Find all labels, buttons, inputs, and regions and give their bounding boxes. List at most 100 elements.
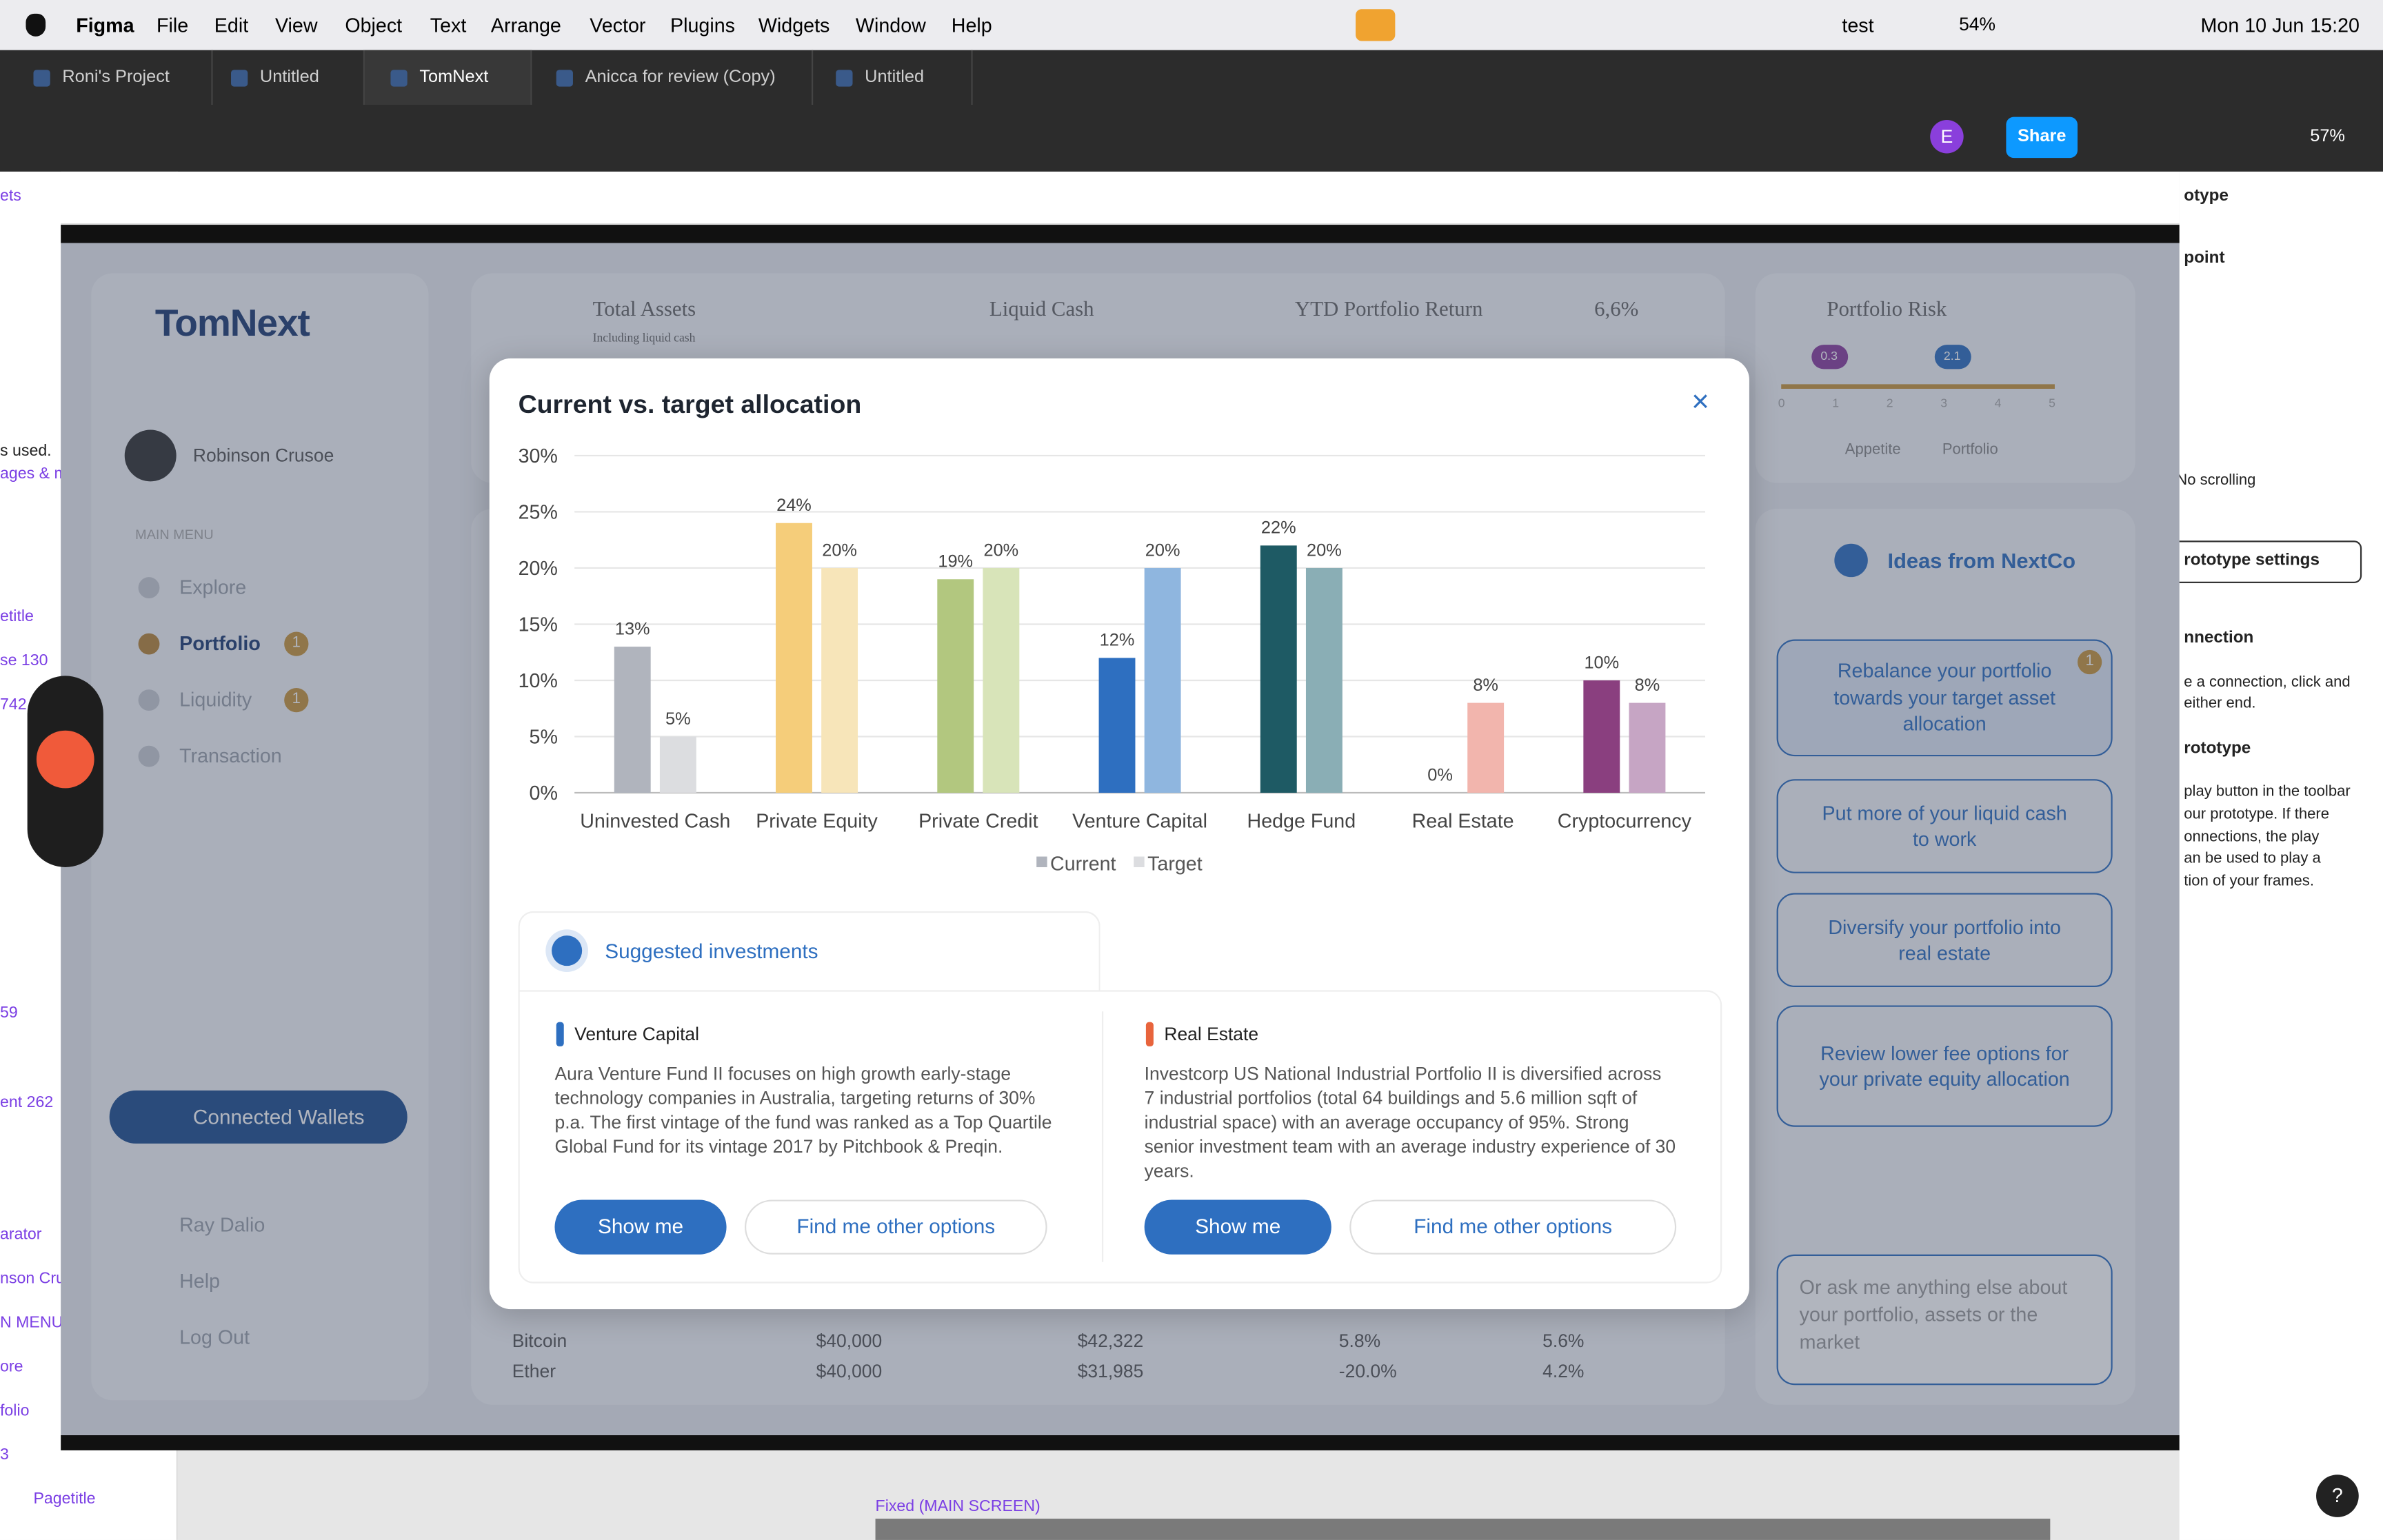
avatar[interactable]: E — [1930, 120, 1964, 154]
tab-title[interactable]: Untitled — [865, 68, 925, 87]
menu-item[interactable]: Plugins — [670, 13, 735, 37]
badge: 1 — [284, 688, 309, 713]
investment-description: Aura Venture Fund II focuses on high gro… — [554, 1063, 1052, 1157]
strip-bottom — [61, 1435, 2180, 1450]
badge: 1 — [284, 631, 309, 656]
menu-item[interactable]: File — [157, 13, 189, 37]
tab[interactable] — [213, 50, 365, 105]
risk-tick: 0 — [1778, 396, 1785, 410]
chart: 0% 5% 10% 15% 20% 25% 30% Uninvested Cash 13% 5% P… — [519, 445, 1706, 875]
bar — [1629, 702, 1666, 793]
idea-card[interactable]: Diversify your portfolio into real estat… — [1776, 893, 2113, 988]
show-me-button[interactable]: Show me — [1144, 1199, 1331, 1255]
battery: 54% — [1959, 13, 1996, 35]
close-button[interactable]: × — [1691, 385, 1709, 420]
panel-text: e a connection, click and — [2184, 674, 2351, 691]
panel-text: point — [2184, 249, 2225, 267]
tab-title[interactable]: TomNext — [419, 68, 489, 87]
tab-title[interactable]: Untitled — [259, 68, 319, 87]
x-tick-label: Real Estate — [1412, 811, 1514, 833]
layer-text: etitle — [0, 607, 34, 626]
panel-text: our prototype. If there — [2184, 806, 2330, 824]
settings-box[interactable] — [2170, 540, 2362, 583]
layer-text: 59 — [0, 1004, 18, 1022]
x-tick-label: Hedge Fund — [1247, 811, 1356, 833]
menu-item[interactable]: Edit — [214, 13, 249, 37]
bar — [1098, 658, 1136, 793]
x-tick-label: Cryptocurrency — [1558, 811, 1692, 833]
share-button[interactable]: Share — [2006, 116, 2078, 159]
idea-card[interactable]: Put more of your liquid cash to work — [1776, 779, 2113, 873]
bar — [614, 647, 651, 793]
tab-icon — [390, 70, 408, 87]
tab-title[interactable]: Anicca for review (Copy) — [585, 68, 776, 87]
ideas-title: Ideas from NextCo — [1887, 548, 2076, 573]
risk-tick: 2 — [1886, 396, 1893, 410]
wallets-button[interactable]: Connected Wallets — [109, 1090, 408, 1144]
idea-text: Rebalance your portfolio towards your ta… — [1833, 659, 2056, 736]
tab-icon — [556, 70, 573, 87]
tab[interactable] — [813, 50, 973, 105]
suggested-title: Suggested investments — [605, 940, 818, 963]
show-me-button[interactable]: Show me — [554, 1199, 727, 1255]
menu-item[interactable]: Help — [951, 13, 992, 37]
footer-link[interactable]: Log Out — [179, 1326, 250, 1349]
value-label: 22% — [1261, 518, 1296, 538]
tab-title[interactable]: Roni's Project — [62, 68, 170, 87]
footer-link[interactable]: Help — [179, 1269, 221, 1293]
menu-item[interactable]: Object — [345, 13, 403, 37]
menu-item[interactable]: Window — [855, 13, 926, 37]
investment-description: Investcorp US National Industrial Portfo… — [1144, 1063, 1676, 1182]
menu-item[interactable]: Text — [430, 13, 467, 37]
layer-text: Pagetitle — [33, 1490, 96, 1508]
menu-item[interactable]: View — [274, 13, 318, 37]
zoom[interactable]: 57% — [2310, 128, 2345, 146]
idea-text: Put more of your liquid cash to work — [1822, 801, 2067, 851]
footer-link[interactable]: Ray Dalio — [179, 1213, 265, 1237]
value-label: 12% — [1100, 631, 1135, 650]
menu-link[interactable]: Portfolio — [179, 631, 261, 655]
user-name: Robinson Crusoe — [192, 445, 334, 467]
user-photo — [124, 429, 177, 482]
idea-card[interactable]: Review lower fee options for your privat… — [1776, 1005, 2113, 1127]
layer-text: nson Cru — [0, 1269, 65, 1288]
value-label: 10% — [1584, 653, 1619, 672]
value-label: 20% — [984, 540, 1019, 560]
value-label: 20% — [1307, 540, 1342, 560]
value-label: 5% — [665, 709, 691, 729]
menu-link[interactable]: Transaction — [179, 744, 282, 767]
layer-text: folio — [0, 1401, 30, 1420]
card-text: Portfolio Risk — [1827, 299, 1947, 323]
panel-text: rototype settings — [2184, 551, 2320, 570]
record-button[interactable] — [36, 730, 94, 789]
apple-logo — [26, 13, 46, 37]
tab-icon — [231, 70, 248, 87]
menu-link[interactable]: Explore — [179, 575, 247, 599]
menu-link[interactable]: Liquidity — [179, 688, 252, 711]
layer-text: ages & m — [0, 465, 68, 483]
layer-text: ent 262 — [0, 1093, 54, 1112]
y-tick-label: 10% — [519, 670, 558, 692]
risk-track — [1781, 384, 2055, 389]
panel-text: tion of your frames. — [2184, 873, 2314, 891]
menu-item[interactable]: Arrange — [490, 13, 561, 37]
menu-item[interactable]: Vector — [590, 13, 646, 37]
other-options-button[interactable]: Find me other options — [1349, 1199, 1677, 1255]
y-tick-label: 20% — [519, 558, 558, 580]
layer-text: arator — [0, 1225, 42, 1244]
menu-item[interactable]: Widgets — [758, 13, 830, 37]
other-options-button[interactable]: Find me other options — [745, 1199, 1047, 1255]
panel-text: rototype — [2184, 739, 2251, 758]
ask-box[interactable]: Or ask me anything else about your portf… — [1776, 1254, 2113, 1386]
help-button[interactable]: ? — [2316, 1475, 2359, 1517]
card-text: Total Assets — [592, 299, 696, 323]
y-tick-label: 0% — [530, 782, 558, 804]
tab[interactable] — [0, 50, 213, 105]
tab[interactable] — [532, 50, 814, 105]
tab-icon — [33, 70, 50, 87]
right-panel — [2179, 171, 2383, 1540]
idea-card[interactable]: Rebalance your portfolio towards your ta… — [1776, 639, 2113, 757]
investment-marker — [1145, 1022, 1154, 1046]
bar — [1260, 545, 1297, 793]
suggested-body — [518, 990, 1722, 1284]
